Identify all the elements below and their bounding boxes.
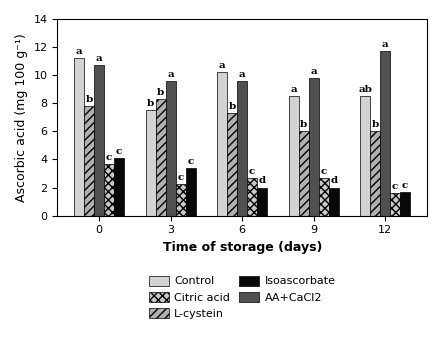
Bar bbox=[360, 96, 370, 216]
Text: a: a bbox=[168, 70, 174, 79]
Text: b: b bbox=[86, 95, 93, 104]
Bar bbox=[227, 113, 237, 216]
Text: c: c bbox=[106, 153, 112, 161]
Bar bbox=[380, 51, 390, 216]
Bar bbox=[329, 188, 339, 216]
Legend: Control, Citric acid, L-cystein, Isoascorbate, AA+CaCl2: Control, Citric acid, L-cystein, Isoasco… bbox=[145, 272, 339, 323]
Text: a: a bbox=[76, 47, 83, 56]
Bar bbox=[176, 184, 186, 216]
Text: b: b bbox=[229, 102, 236, 111]
Text: a: a bbox=[382, 40, 389, 49]
Text: a: a bbox=[290, 85, 297, 94]
Text: b: b bbox=[300, 120, 307, 129]
Text: b: b bbox=[147, 99, 154, 108]
Text: d: d bbox=[259, 176, 266, 185]
X-axis label: Time of storage (days): Time of storage (days) bbox=[163, 241, 322, 254]
Bar bbox=[400, 192, 410, 216]
Text: c: c bbox=[392, 182, 398, 191]
Text: c: c bbox=[178, 173, 184, 182]
Text: a: a bbox=[219, 61, 225, 70]
Text: d: d bbox=[330, 176, 337, 185]
Y-axis label: Ascorbic acid (mg 100 g⁻¹): Ascorbic acid (mg 100 g⁻¹) bbox=[15, 33, 28, 202]
Bar bbox=[370, 131, 380, 216]
Bar bbox=[289, 96, 299, 216]
Bar bbox=[237, 81, 247, 216]
Text: ab: ab bbox=[358, 85, 372, 94]
Bar bbox=[74, 58, 84, 216]
Bar bbox=[156, 99, 166, 216]
Bar bbox=[390, 193, 400, 216]
Bar bbox=[166, 81, 176, 216]
Bar bbox=[319, 178, 329, 216]
Text: b: b bbox=[372, 120, 379, 129]
Bar bbox=[146, 110, 156, 216]
Bar bbox=[247, 178, 257, 216]
Text: a: a bbox=[310, 67, 317, 76]
Bar bbox=[84, 106, 94, 216]
Bar bbox=[104, 164, 114, 216]
Text: c: c bbox=[249, 166, 255, 176]
Text: c: c bbox=[187, 157, 194, 166]
Text: c: c bbox=[116, 147, 122, 156]
Bar bbox=[299, 131, 309, 216]
Bar bbox=[217, 72, 227, 216]
Text: c: c bbox=[402, 181, 408, 190]
Bar bbox=[309, 78, 319, 216]
Bar bbox=[94, 66, 104, 216]
Text: a: a bbox=[239, 70, 245, 79]
Bar bbox=[114, 158, 124, 216]
Bar bbox=[186, 168, 196, 216]
Bar bbox=[257, 188, 267, 216]
Text: c: c bbox=[320, 166, 327, 176]
Text: b: b bbox=[157, 88, 164, 97]
Text: a: a bbox=[96, 54, 103, 63]
